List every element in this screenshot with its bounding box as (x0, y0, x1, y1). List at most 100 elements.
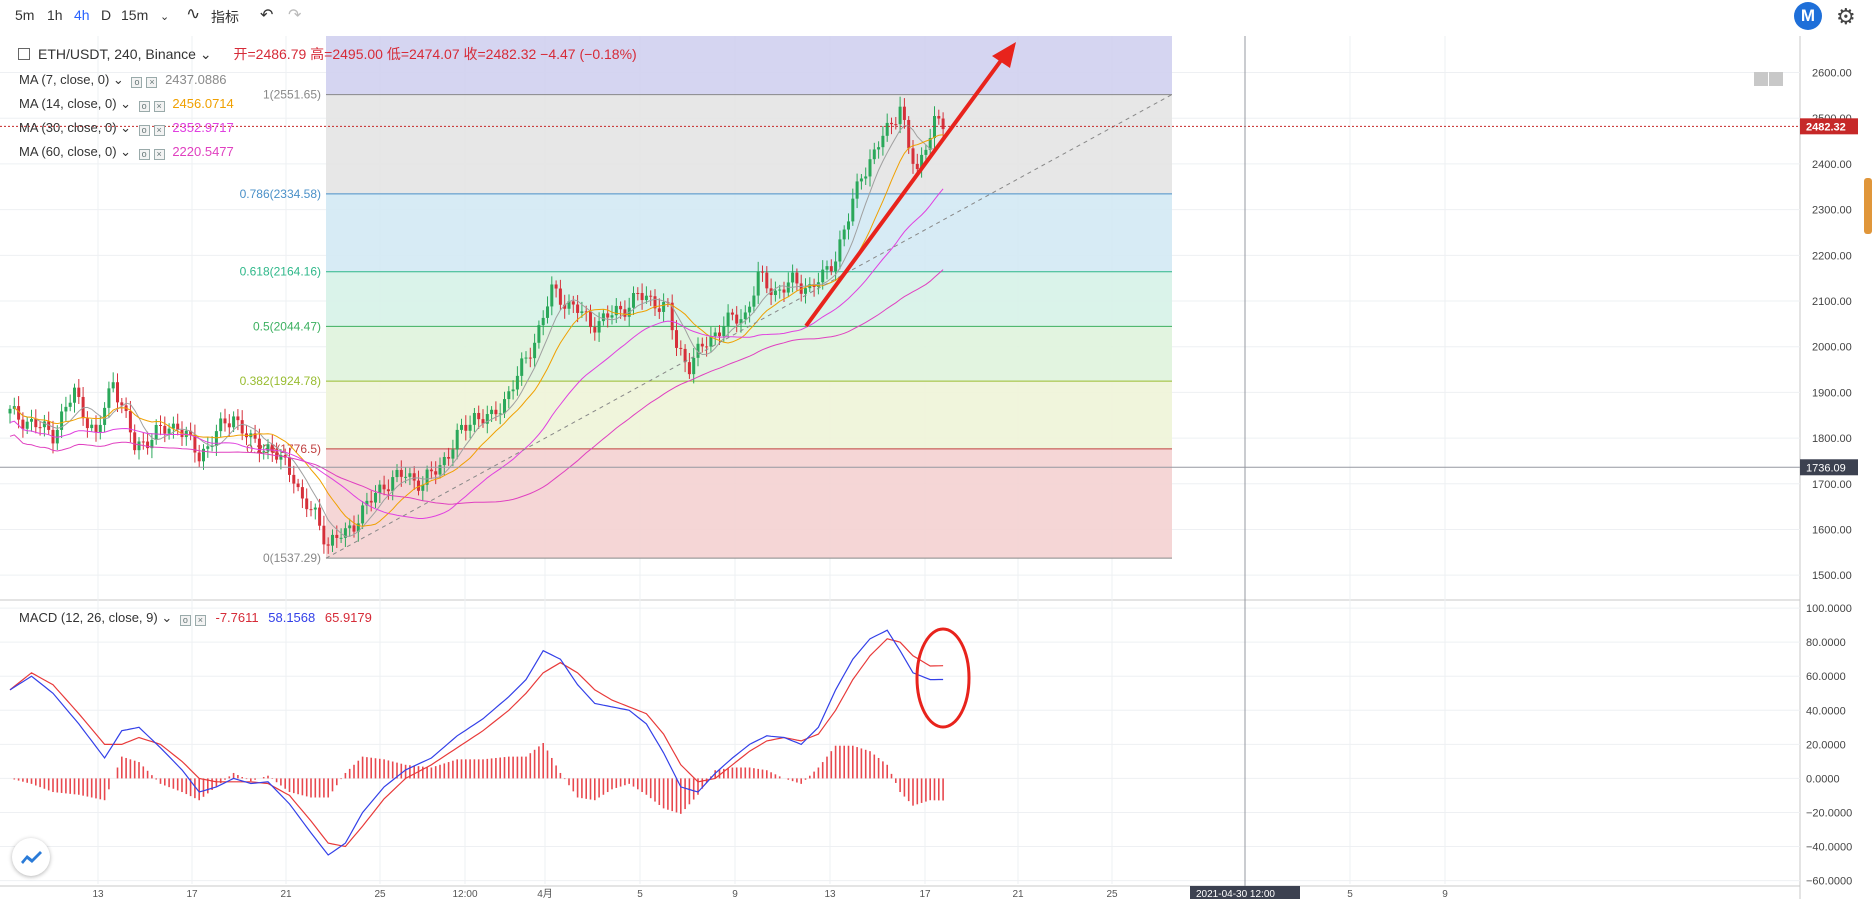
candle-body (915, 163, 919, 170)
ma30-value: 2352.9717 (172, 120, 234, 135)
redo-icon[interactable]: ↷ (288, 7, 302, 24)
candle-body (318, 507, 322, 526)
candle-body (563, 304, 567, 309)
price-tick-label: 2000.00 (1812, 342, 1852, 354)
ma14-line (13, 134, 944, 527)
candle-body (730, 312, 734, 315)
candle-body (197, 452, 201, 462)
candle-body (580, 311, 584, 313)
candle-body (313, 507, 317, 510)
undo-icon[interactable]: ↶ (260, 7, 274, 24)
ma14-value: 2456.0714 (172, 96, 234, 111)
candle-body (911, 148, 915, 164)
indicator-icon[interactable]: ∿ (186, 4, 201, 23)
candle-body (821, 269, 825, 283)
fib-level-label: 0.382(1924.78) (240, 374, 321, 388)
candle-body (270, 444, 274, 453)
chevron-down-icon[interactable]: ⌄ (116, 96, 132, 111)
candle-body (614, 305, 618, 316)
candle-body (141, 441, 145, 443)
candle-body (859, 178, 863, 182)
visibility-icon[interactable]: o (138, 101, 150, 112)
interval-15m[interactable]: 15m (121, 7, 149, 23)
tradingview-logo[interactable] (12, 838, 50, 876)
candle-body (171, 423, 175, 429)
candle-body (98, 424, 102, 432)
candle-body (933, 116, 936, 139)
candle-body (567, 301, 571, 309)
close-icon[interactable]: × (153, 125, 165, 136)
candle-body (589, 311, 592, 328)
candle-body (662, 301, 666, 312)
collapse-icon[interactable] (18, 48, 30, 60)
fib-band (326, 381, 1172, 449)
fib-level-label: 1(2551.65) (263, 88, 321, 102)
candle-body (718, 332, 721, 337)
macd-tick-label: −20.0000 (1806, 807, 1852, 819)
candle-body (21, 419, 25, 429)
visibility-icon[interactable]: o (138, 149, 150, 160)
ma60-line (9, 269, 944, 505)
candle-body (154, 425, 158, 440)
candle-body (128, 411, 132, 433)
macd-tick-label: 80.0000 (1806, 637, 1846, 649)
ma14-label: MA (14, close, 0) (19, 96, 117, 111)
chevron-down-icon[interactable]: ⌄ (116, 144, 132, 159)
price-tick-label: 1900.00 (1812, 387, 1852, 399)
candle-body (382, 484, 386, 490)
candle-body (262, 451, 266, 453)
chevron-down-icon[interactable]: ⌄ (116, 120, 132, 135)
candle-body (434, 471, 438, 475)
candle-body (752, 295, 756, 307)
candle-body (42, 421, 46, 428)
candle-body (692, 357, 696, 375)
candle-body (193, 434, 197, 453)
candle-body (477, 412, 481, 420)
candle-body (644, 295, 648, 301)
macd-tick-label: 40.0000 (1806, 705, 1846, 717)
candle-body (855, 181, 859, 199)
close-icon[interactable]: × (194, 615, 206, 626)
macd-hist-value: -7.7611 (215, 610, 259, 625)
indicators-button[interactable]: 指标 (211, 9, 239, 25)
interval-1h[interactable]: 1h (47, 7, 63, 23)
chevron-down-icon[interactable]: ⌄ (157, 610, 173, 625)
candle-body (597, 321, 601, 333)
candle-body (232, 416, 236, 428)
interval-4h[interactable]: 4h (74, 7, 90, 23)
candle-body (365, 500, 369, 506)
chevron-down-icon[interactable]: ⌄ (160, 11, 170, 23)
fib-band (326, 36, 1172, 95)
chevron-down-icon[interactable]: ⌄ (109, 72, 124, 87)
interval-d[interactable]: D (101, 7, 112, 23)
price-tick-label: 2300.00 (1812, 205, 1852, 217)
close-icon[interactable]: × (153, 149, 165, 160)
candle-body (804, 288, 807, 294)
candle-body (227, 423, 231, 428)
candle-body (137, 441, 141, 451)
visibility-icon[interactable]: o (131, 77, 143, 88)
brand-logo[interactable]: M (1794, 2, 1822, 30)
close-icon[interactable]: × (153, 101, 165, 112)
candle-body (460, 424, 463, 430)
candle-body (25, 421, 29, 429)
candle-body (68, 402, 72, 407)
settings-gear-icon[interactable]: ⚙ (1836, 4, 1856, 29)
macd-line (9, 629, 944, 856)
candle-body (515, 375, 519, 390)
visibility-icon[interactable]: o (179, 615, 191, 626)
candle-body (339, 537, 343, 539)
crosshair-time-label: 2021-04-30 12:00 (1196, 889, 1275, 899)
candle-body (847, 221, 850, 230)
chevron-down-icon[interactable]: ⌄ (195, 46, 212, 62)
close-icon[interactable]: × (146, 77, 158, 88)
scale-down-icon (1754, 72, 1768, 86)
price-tick-label: 1700.00 (1812, 479, 1852, 491)
interval-5m[interactable]: 5m (15, 7, 35, 23)
price-tick-label: 2600.00 (1812, 68, 1852, 80)
last-price-label: 2482.32 (1806, 121, 1846, 133)
visibility-icon[interactable]: o (138, 125, 150, 136)
scale-up-icon (1769, 72, 1783, 86)
candle-body (404, 476, 408, 478)
